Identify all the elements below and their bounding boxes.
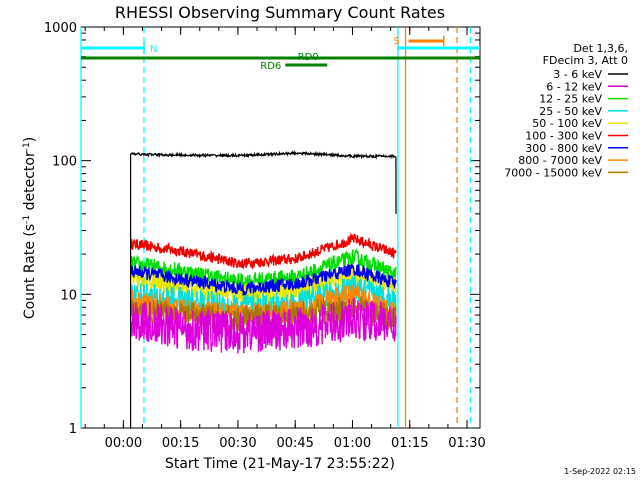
y-tick-label: 1 bbox=[69, 422, 77, 437]
legend-entry-label: 7000 - 15000 keV bbox=[504, 166, 602, 179]
x-tick-label: 01:00 bbox=[334, 436, 371, 451]
legend-entry-label: 300 - 800 keV bbox=[525, 142, 602, 155]
series-line-0 bbox=[130, 149, 397, 428]
x-tick-label: 00:00 bbox=[105, 436, 142, 451]
x-axis-label: Start Time (21-May-17 23:55:22) bbox=[165, 456, 395, 472]
plot-frame bbox=[80, 26, 481, 429]
legend-header-line-1: Det 1,3,6, bbox=[573, 42, 628, 55]
x-tick-label: 00:30 bbox=[219, 436, 256, 451]
y-tick-label: 100 bbox=[52, 155, 77, 170]
x-tick-label: 00:15 bbox=[162, 436, 199, 451]
series-line-6 bbox=[129, 264, 397, 297]
legend-header-line-2: FDecim 3, Att 0 bbox=[543, 54, 628, 67]
rd6-label: RD6 bbox=[260, 61, 281, 72]
y-axis: 1 10 100 1000 bbox=[44, 21, 480, 437]
night-label: N bbox=[150, 44, 157, 55]
annotations: N S RD0 RD6 bbox=[80, 27, 480, 428]
legend-entry-label: 12 - 25 keV bbox=[539, 93, 602, 106]
rd0-label: RD0 bbox=[298, 52, 319, 63]
legend-entry-label: 800 - 7000 keV bbox=[518, 154, 602, 167]
legend-entry-label: 3 - 6 keV bbox=[553, 68, 602, 81]
series-layer bbox=[129, 149, 397, 428]
x-tick-label: 01:15 bbox=[391, 436, 428, 451]
legend-entry-label: 6 - 12 keV bbox=[546, 80, 602, 93]
footer-timestamp: 1-Sep-2022 02:15 bbox=[564, 467, 636, 476]
y-axis-label: Count Rate (s-1 detector-1) bbox=[22, 137, 38, 319]
legend-entry-label: 50 - 100 keV bbox=[532, 117, 602, 130]
y-tick-label: 10 bbox=[60, 288, 77, 303]
saa-label: S bbox=[394, 36, 400, 47]
x-axis: 00:00 00:15 00:30 00:45 01:00 01:15 01:30 bbox=[84, 27, 486, 451]
series-line-5 bbox=[129, 232, 397, 270]
series-line-1 bbox=[129, 297, 397, 354]
chart-title: RHESSI Observing Summary Count Rates bbox=[115, 3, 445, 22]
y-tick-label: 1000 bbox=[44, 21, 77, 36]
legend-entry-label: 25 - 50 keV bbox=[539, 105, 602, 118]
x-tick-label: 00:45 bbox=[276, 436, 313, 451]
legend-entry-label: 100 - 300 keV bbox=[525, 130, 602, 143]
x-tick-label: 01:30 bbox=[448, 436, 485, 451]
